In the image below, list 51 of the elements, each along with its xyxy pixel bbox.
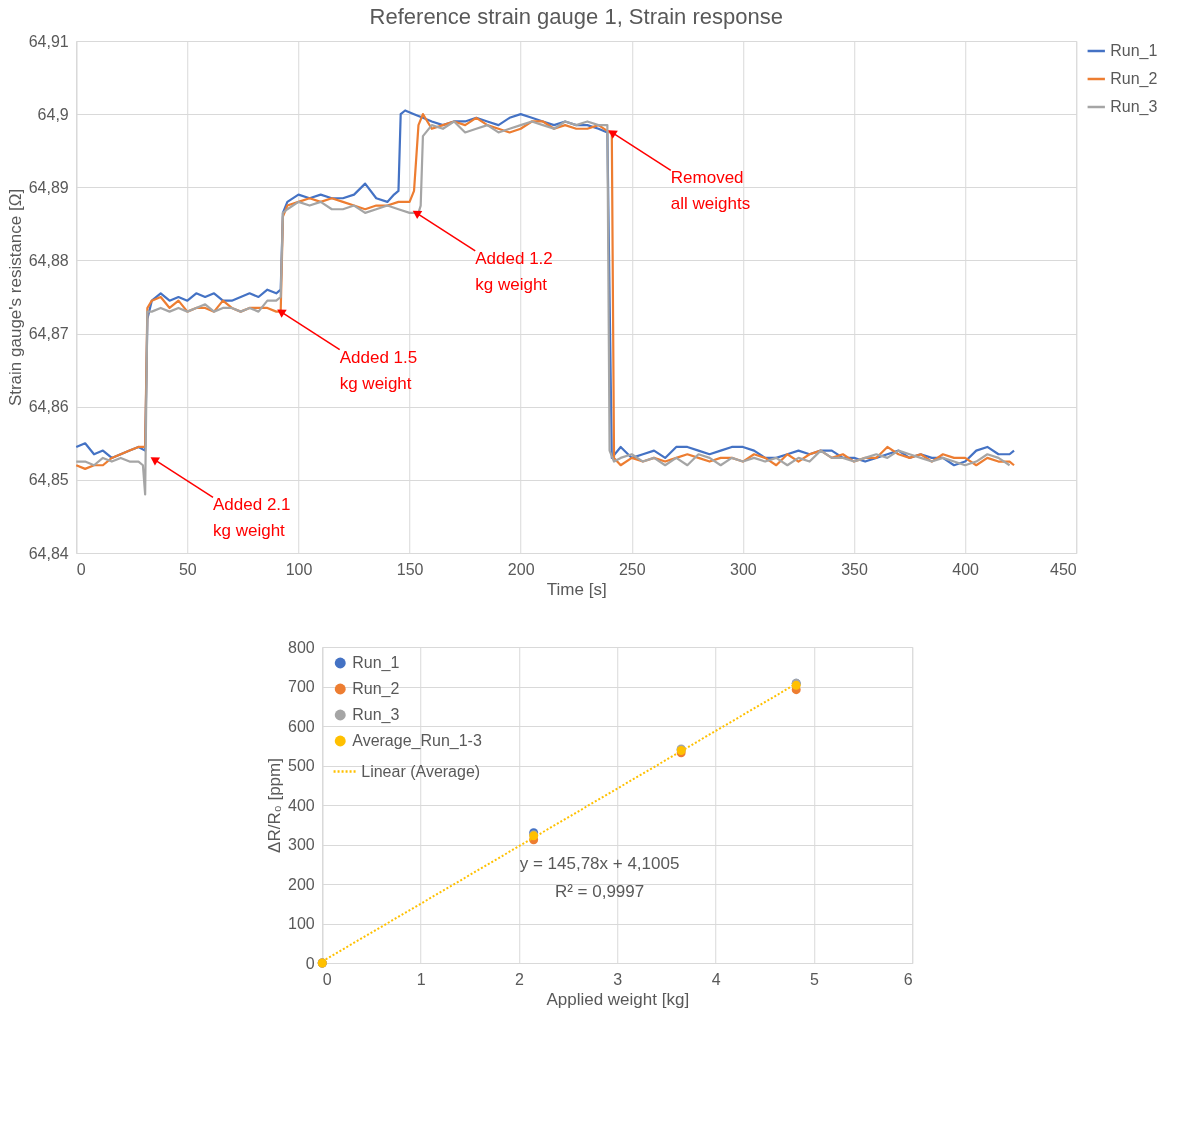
x-tick-label: 450 [1050, 560, 1077, 578]
y-tick-label: 64,89 [28, 178, 69, 196]
x-axis-title: Time [s] [546, 579, 607, 599]
x-tick-label: 150 [396, 560, 424, 578]
y-tick-label: 800 [288, 638, 315, 656]
x-tick-label: 4 [711, 970, 721, 988]
legend-label: Run_1 [352, 654, 400, 672]
y-tick-label: 100 [288, 915, 315, 932]
y-tick-label: 64,86 [28, 398, 69, 416]
annotation: Added 1.5 kg weight [339, 347, 418, 393]
y-tick-label: 0 [305, 954, 315, 972]
x-tick-label: 200 [507, 560, 535, 578]
y-tick-label: 64,88 [28, 251, 69, 269]
annotation: Added 1.2 kg weight [475, 248, 553, 294]
y-tick-label: 300 [288, 836, 315, 853]
legend-label: Run_2 [1110, 70, 1158, 88]
legend-label: Average_Run_1-3 [352, 732, 482, 750]
y-tick-label: 500 [288, 757, 315, 774]
annotation: y = 145,78x + 4,1005 R² = 0,9997 [519, 853, 680, 901]
y-tick-label: 64,84 [28, 544, 69, 562]
y-tick-label: 64,9 [37, 105, 69, 123]
x-axis-title: Applied weight [kg] [546, 989, 690, 1009]
x-tick-label: 1 [416, 970, 426, 988]
y-axis-title: Strain gauge's resistance [Ω] [5, 188, 25, 407]
x-tick-label: 50 [178, 560, 197, 578]
annotation: Removed all weights [670, 168, 751, 214]
x-tick-label: 350 [841, 560, 868, 578]
x-tick-label: 3 [613, 970, 623, 988]
y-tick-label: 64,91 [28, 32, 69, 50]
chart-title: Reference strain gauge 1, Strain response [369, 4, 783, 29]
annotation: Added 2.1 kg weight [213, 495, 291, 541]
y-tick-label: 200 [288, 875, 315, 893]
y-tick-label: 64,87 [28, 325, 69, 343]
x-tick-label: 5 [809, 970, 819, 988]
y-axis-title: ΔR/R₀ [ppm] [265, 758, 285, 853]
legend-label: Run_3 [1110, 98, 1158, 116]
legend-label: Run_3 [352, 706, 400, 724]
x-tick-label: 0 [322, 970, 332, 988]
y-tick-label: 700 [288, 678, 315, 695]
legend-label: Run_1 [1110, 42, 1158, 60]
y-tick-label: 400 [288, 796, 315, 814]
legend-label: Run_2 [352, 680, 400, 698]
y-tick-label: 600 [288, 717, 315, 735]
x-tick-label: 400 [952, 560, 980, 578]
legend-label: Linear (Average) [361, 762, 481, 780]
x-tick-label: 0 [76, 560, 86, 578]
x-tick-label: 2 [514, 970, 524, 988]
y-tick-label: 64,85 [28, 471, 69, 489]
x-tick-label: 6 [903, 970, 913, 988]
x-tick-label: 250 [618, 560, 646, 578]
x-tick-label: 300 [730, 560, 757, 578]
